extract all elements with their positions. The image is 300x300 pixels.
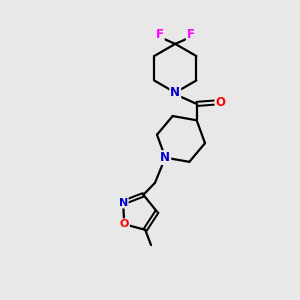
Text: N: N: [118, 198, 128, 208]
Text: F: F: [156, 28, 164, 41]
Text: F: F: [187, 28, 195, 41]
Text: O: O: [215, 96, 225, 109]
Text: N: N: [160, 151, 170, 164]
Text: O: O: [120, 219, 129, 229]
Text: N: N: [170, 86, 180, 99]
